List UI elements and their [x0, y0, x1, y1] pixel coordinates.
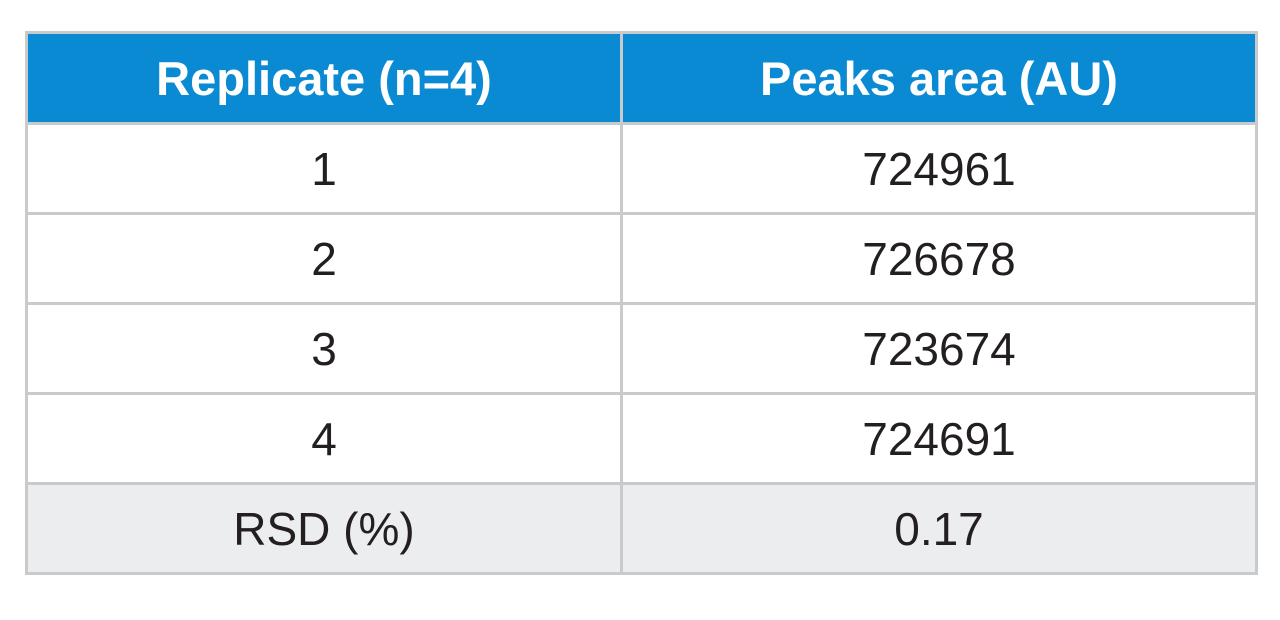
peak-area-cell: 724691 [620, 392, 1258, 485]
peak-area-cell: 723674 [620, 302, 1258, 395]
replicate-cell: 2 [25, 212, 623, 305]
table-body: 1 724961 2 726678 3 723674 4 724691 RSD … [25, 122, 1258, 575]
header-peaks-area: Peaks area (AU) [620, 31, 1258, 125]
replicate-cell: 4 [25, 392, 623, 485]
header-row: Replicate (n=4) Peaks area (AU) [25, 31, 1258, 125]
peak-area-cell: 726678 [620, 212, 1258, 305]
table-header: Replicate (n=4) Peaks area (AU) [25, 31, 1258, 125]
replicate-cell: 1 [25, 122, 623, 215]
summary-row: RSD (%) 0.17 [25, 482, 1258, 575]
peak-area-cell: 724961 [620, 122, 1258, 215]
replicate-cell: 3 [25, 302, 623, 395]
results-table: Replicate (n=4) Peaks area (AU) 1 724961… [25, 31, 1258, 575]
table-row: 3 723674 [25, 302, 1258, 395]
table-row: 4 724691 [25, 392, 1258, 485]
summary-value: 0.17 [620, 482, 1258, 575]
summary-label: RSD (%) [25, 482, 623, 575]
table-row: 1 724961 [25, 122, 1258, 215]
header-replicate: Replicate (n=4) [25, 31, 623, 125]
table-row: 2 726678 [25, 212, 1258, 305]
